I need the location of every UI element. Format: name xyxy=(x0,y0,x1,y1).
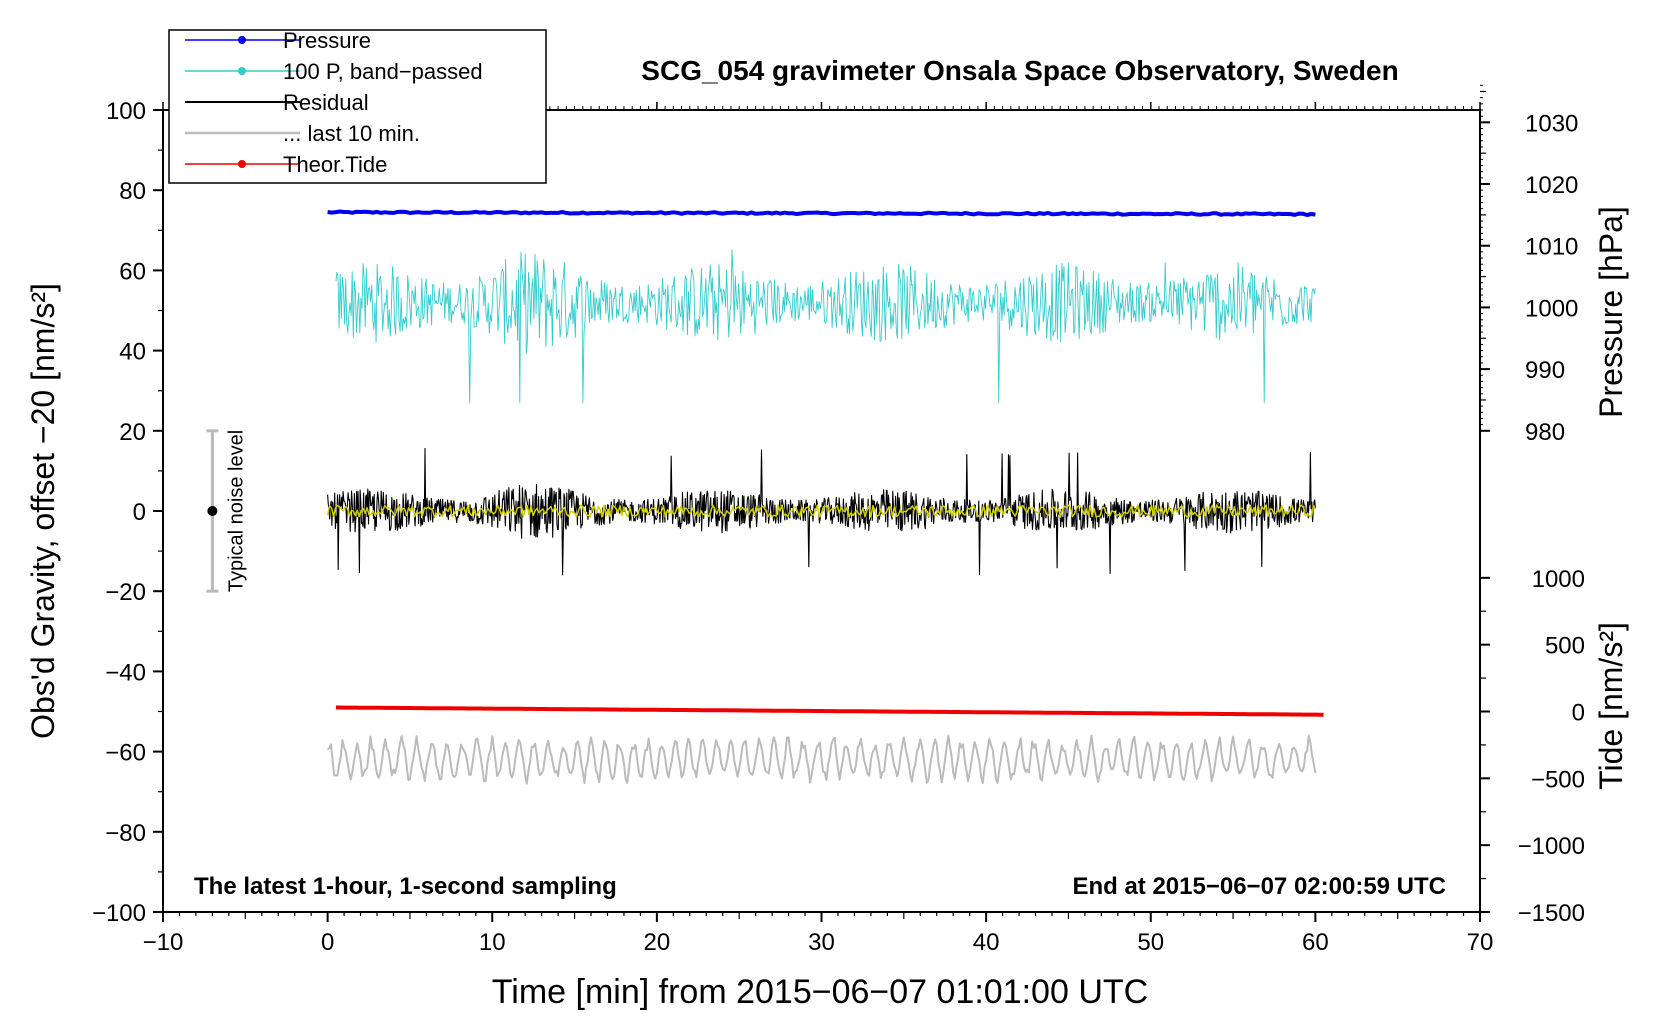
legend-label: Theor.Tide xyxy=(283,152,387,177)
y-tick-label: 40 xyxy=(119,339,146,366)
y-tick-label: 80 xyxy=(119,178,146,205)
x-tick-label: 50 xyxy=(1137,929,1164,956)
x-tick-label: 0 xyxy=(321,929,334,956)
y-tick-label: −60 xyxy=(105,740,146,767)
y-axis-label-tide: Tide [nm/s²] xyxy=(1593,622,1629,790)
legend: Pressure 100 P, band−passed Residual ...… xyxy=(168,28,547,184)
y-tick-label: −40 xyxy=(105,659,146,686)
legend-label: ... last 10 min. xyxy=(283,121,420,146)
y-tick-label: −100 xyxy=(92,900,146,927)
legend-box xyxy=(168,29,547,184)
pressure-tick-label: 990 xyxy=(1525,357,1565,384)
x-tick-label: 60 xyxy=(1302,929,1329,956)
pressure-tick-label: 1030 xyxy=(1525,110,1578,137)
series-line-100-p-band-passed xyxy=(335,249,1316,404)
noise-bar-label: Typical noise level xyxy=(225,430,247,592)
y-axis-label-left: Obs'd Gravity, offset −20 [nm/s²] xyxy=(25,283,61,739)
tide-tick-label: 500 xyxy=(1545,633,1585,660)
legend-marker xyxy=(238,160,246,168)
series-line-pressure xyxy=(327,209,1316,217)
x-tick-label: 40 xyxy=(973,929,1000,956)
y-tick-label: −20 xyxy=(105,579,146,606)
legend-item-last-10-min: ... last 10 min. xyxy=(185,121,420,146)
noise-level-indicator: Typical noise level xyxy=(206,429,247,593)
y-axis-label-pressure: Pressure [hPa] xyxy=(1593,206,1629,418)
legend-item-pressure: Pressure xyxy=(185,28,371,53)
tide-tick-label: 0 xyxy=(1572,700,1585,727)
y-tick-label: 0 xyxy=(133,499,146,526)
annotation-bottom-right: End at 2015−06−07 02:00:59 UTC xyxy=(1072,873,1446,900)
x-tick-label: 30 xyxy=(808,929,835,956)
series-line-theor-tide xyxy=(335,705,1324,717)
y-tick-label: −80 xyxy=(105,820,146,847)
legend-item-theor-tide: Theor.Tide xyxy=(185,152,387,177)
legend-item-residual: Residual xyxy=(185,90,369,115)
legend-marker xyxy=(238,67,246,75)
y-tick-label: 100 xyxy=(106,98,146,125)
series-line-last-10-min xyxy=(327,734,1317,785)
x-tick-label: 70 xyxy=(1467,929,1494,956)
legend-label: Residual xyxy=(283,90,369,115)
tide-tick-label: −1000 xyxy=(1518,833,1585,860)
pressure-tick-label: 1020 xyxy=(1525,172,1578,199)
legend-marker xyxy=(238,36,246,44)
legend-label: Pressure xyxy=(283,28,371,53)
annotation-bottom-left: The latest 1-hour, 1-second sampling xyxy=(194,873,617,900)
chart-title: SCG_054 gravimeter Onsala Space Observat… xyxy=(641,55,1398,86)
tide-tick-label: −1500 xyxy=(1518,900,1585,927)
series-layer xyxy=(326,209,1324,785)
x-tick-label: 10 xyxy=(479,929,506,956)
x-axis-label: Time [min] from 2015−06−07 01:01:00 UTC xyxy=(492,973,1148,1011)
tide-tick-label: 1000 xyxy=(1532,566,1585,593)
y-tick-label: 20 xyxy=(119,419,146,446)
x-tick-label: 20 xyxy=(644,929,671,956)
series-line-residual-smoothed xyxy=(326,504,1317,518)
x-tick-label: −10 xyxy=(143,929,184,956)
tide-tick-label: −500 xyxy=(1531,766,1585,793)
pressure-tick-label: 980 xyxy=(1525,419,1565,446)
pressure-tick-label: 1000 xyxy=(1525,295,1578,322)
pressure-tick-label: 1010 xyxy=(1525,234,1578,261)
y-tick-label: 60 xyxy=(119,258,146,285)
noise-bar-dot xyxy=(207,506,218,516)
legend-label: 100 P, band−passed xyxy=(283,59,483,84)
legend-item-band-passed: 100 P, band−passed xyxy=(185,59,483,84)
